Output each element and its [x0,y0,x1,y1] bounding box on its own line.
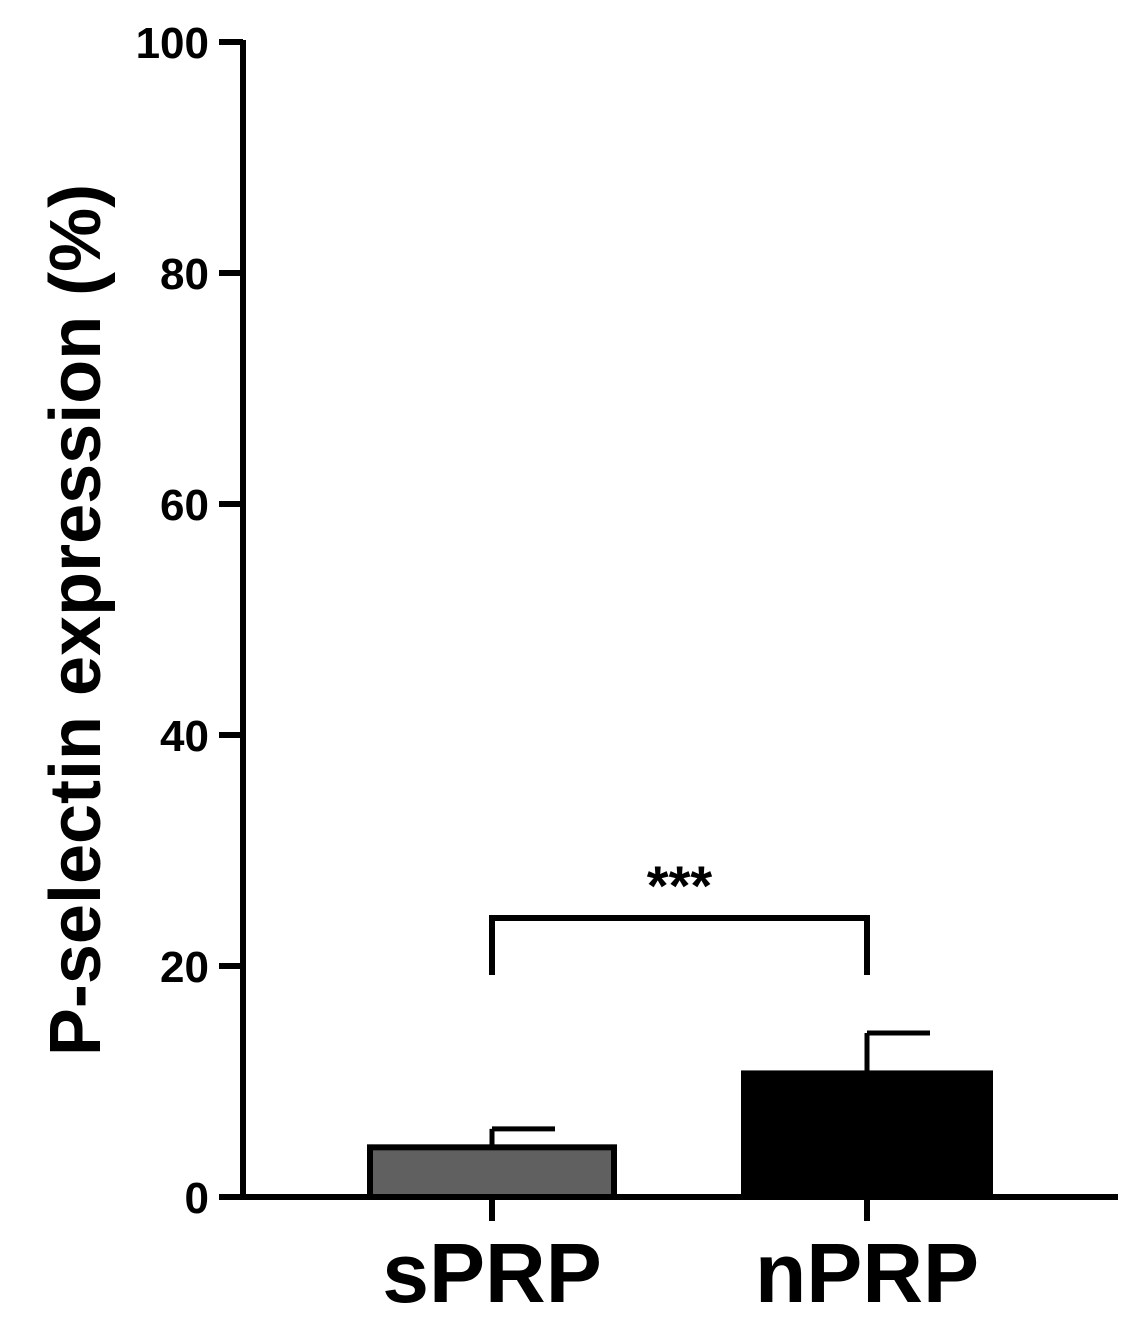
bar-sprp [367,1144,617,1200]
y-tick-label: 20 [160,943,209,992]
significance-label: *** [647,854,713,917]
axes [219,39,1118,1221]
y-tick-label: 40 [160,712,209,761]
x-tick-label: sPRP [382,1226,601,1320]
significance-bracket-line [489,915,870,975]
y-axis-title: P-selectin expression (%) [36,184,116,1056]
x-tick-label: nPRP [755,1226,979,1320]
y-tick-label: 80 [160,250,209,299]
significance-bracket: *** [489,854,870,975]
labels: 0 20 40 60 80 100 sPRP nPRP [136,19,979,1320]
y-tick-label: 100 [136,19,209,68]
y-tick-label: 60 [160,481,209,530]
y-tick-label: 0 [185,1174,209,1223]
bar-nprp [741,1070,993,1201]
bars [367,1030,993,1201]
